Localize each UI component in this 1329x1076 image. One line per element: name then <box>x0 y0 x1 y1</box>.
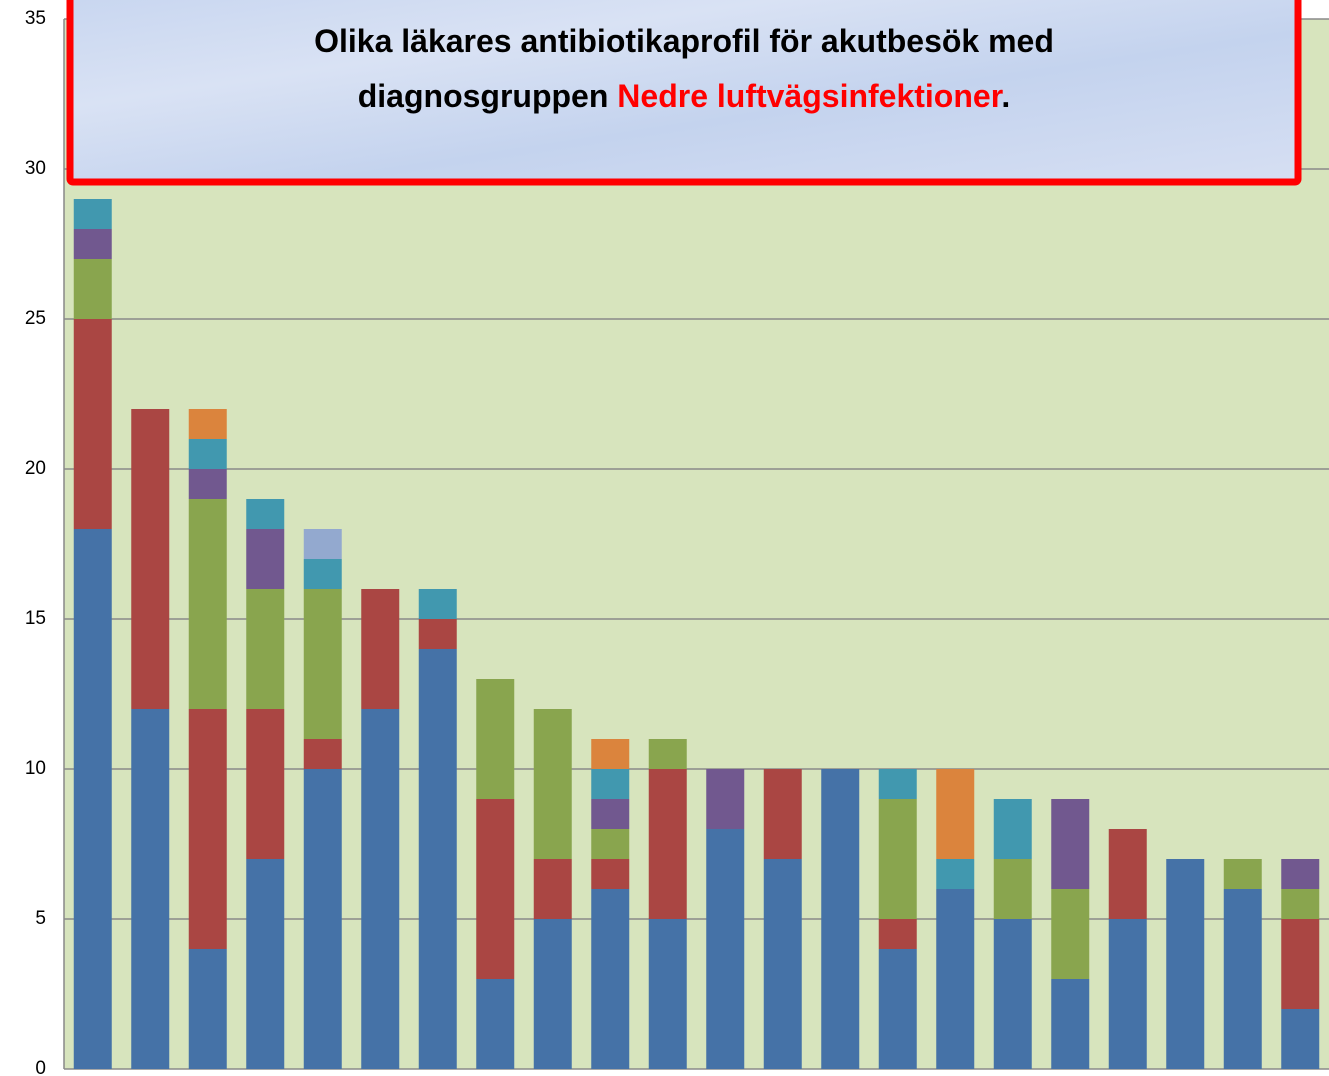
bar-segment <box>73 259 112 319</box>
y-tick-label: 10 <box>25 758 46 779</box>
bar-segment <box>591 769 630 799</box>
bar-segment <box>303 529 342 559</box>
bar-segment <box>188 469 227 499</box>
bar-segment <box>1281 889 1320 919</box>
bar-segment <box>591 889 630 1069</box>
bar-segment <box>1051 799 1090 889</box>
bar-segment <box>878 769 917 799</box>
bar-segment <box>131 709 170 1069</box>
bar-segment <box>361 709 400 1069</box>
bar-segment <box>188 499 227 709</box>
bar-segment <box>591 829 630 859</box>
bar-segment <box>476 679 515 799</box>
bar-segment <box>591 859 630 889</box>
bar-segment <box>878 799 917 919</box>
y-tick-label: 30 <box>25 158 46 179</box>
bar-segment <box>476 799 515 979</box>
bar-segment <box>591 799 630 829</box>
title-text: . <box>1001 78 1010 114</box>
bar-segment <box>73 199 112 229</box>
bar-segment <box>878 919 917 949</box>
bar-segment <box>936 889 975 1069</box>
bar-segment <box>361 589 400 709</box>
bar-segment <box>246 859 285 1069</box>
bar-segment <box>246 589 285 709</box>
bar-segment <box>533 709 572 859</box>
title-highlight: Nedre luftvägsinfektioner <box>617 78 1002 114</box>
bar-segment <box>246 499 285 529</box>
bar-segment <box>533 919 572 1069</box>
bar-segment <box>73 229 112 259</box>
bar-segment <box>303 769 342 1069</box>
bar-segment <box>303 589 342 739</box>
bar-segment <box>303 559 342 589</box>
bar-segment <box>706 829 745 1069</box>
chart-title: diagnosgruppen Nedre luftvägsinfektioner… <box>358 78 1011 114</box>
bar-segment <box>188 409 227 439</box>
bar-segment <box>303 739 342 769</box>
bar-segment <box>1108 919 1147 1069</box>
bar-segment <box>1166 859 1205 1069</box>
bar-segment <box>706 769 745 829</box>
bar-segment <box>993 799 1032 859</box>
y-tick-label: 25 <box>25 308 46 329</box>
bar-segment <box>131 409 170 709</box>
bar-segment <box>763 769 802 859</box>
chart-title: Olika läkares antibiotikaprofil för akut… <box>314 23 1054 59</box>
bar-segment <box>648 739 687 769</box>
bar-segment <box>418 589 457 619</box>
bar-segment <box>1108 829 1147 919</box>
bar-segment <box>418 619 457 649</box>
bar-segment <box>1051 979 1090 1069</box>
bar-segment <box>73 319 112 529</box>
bar-segment <box>1281 919 1320 1009</box>
bar-segment <box>73 529 112 1069</box>
bar-segment <box>648 919 687 1069</box>
bar-segment <box>1223 889 1262 1069</box>
y-tick-label: 20 <box>25 458 46 479</box>
bar-segment <box>591 739 630 769</box>
bar-segment <box>878 949 917 1069</box>
bar-segment <box>763 859 802 1069</box>
bar-segment <box>1281 1009 1320 1069</box>
title-box <box>66 0 1302 186</box>
bar-segment <box>993 919 1032 1069</box>
bar-segment <box>188 949 227 1069</box>
bar-segment <box>188 439 227 469</box>
bar-segment <box>821 769 860 1069</box>
bar-segment <box>533 859 572 919</box>
bar-segment <box>188 709 227 949</box>
bar-segment <box>1223 859 1262 889</box>
bar-segment <box>476 979 515 1069</box>
title-text: diagnosgruppen <box>358 78 609 114</box>
y-tick-label: 5 <box>35 908 46 929</box>
bar-segment <box>936 769 975 859</box>
bar-segment <box>1051 889 1090 979</box>
bar-segment <box>936 859 975 889</box>
y-tick-label: 15 <box>25 608 46 629</box>
bar-segment <box>246 709 285 859</box>
bar-segment <box>993 859 1032 919</box>
bar-segment <box>1281 859 1320 889</box>
y-tick-label: 35 <box>25 8 46 29</box>
bar-segment <box>246 529 285 589</box>
y-tick-label: 0 <box>35 1058 46 1076</box>
bar-segment <box>418 649 457 1069</box>
bar-segment <box>648 769 687 919</box>
